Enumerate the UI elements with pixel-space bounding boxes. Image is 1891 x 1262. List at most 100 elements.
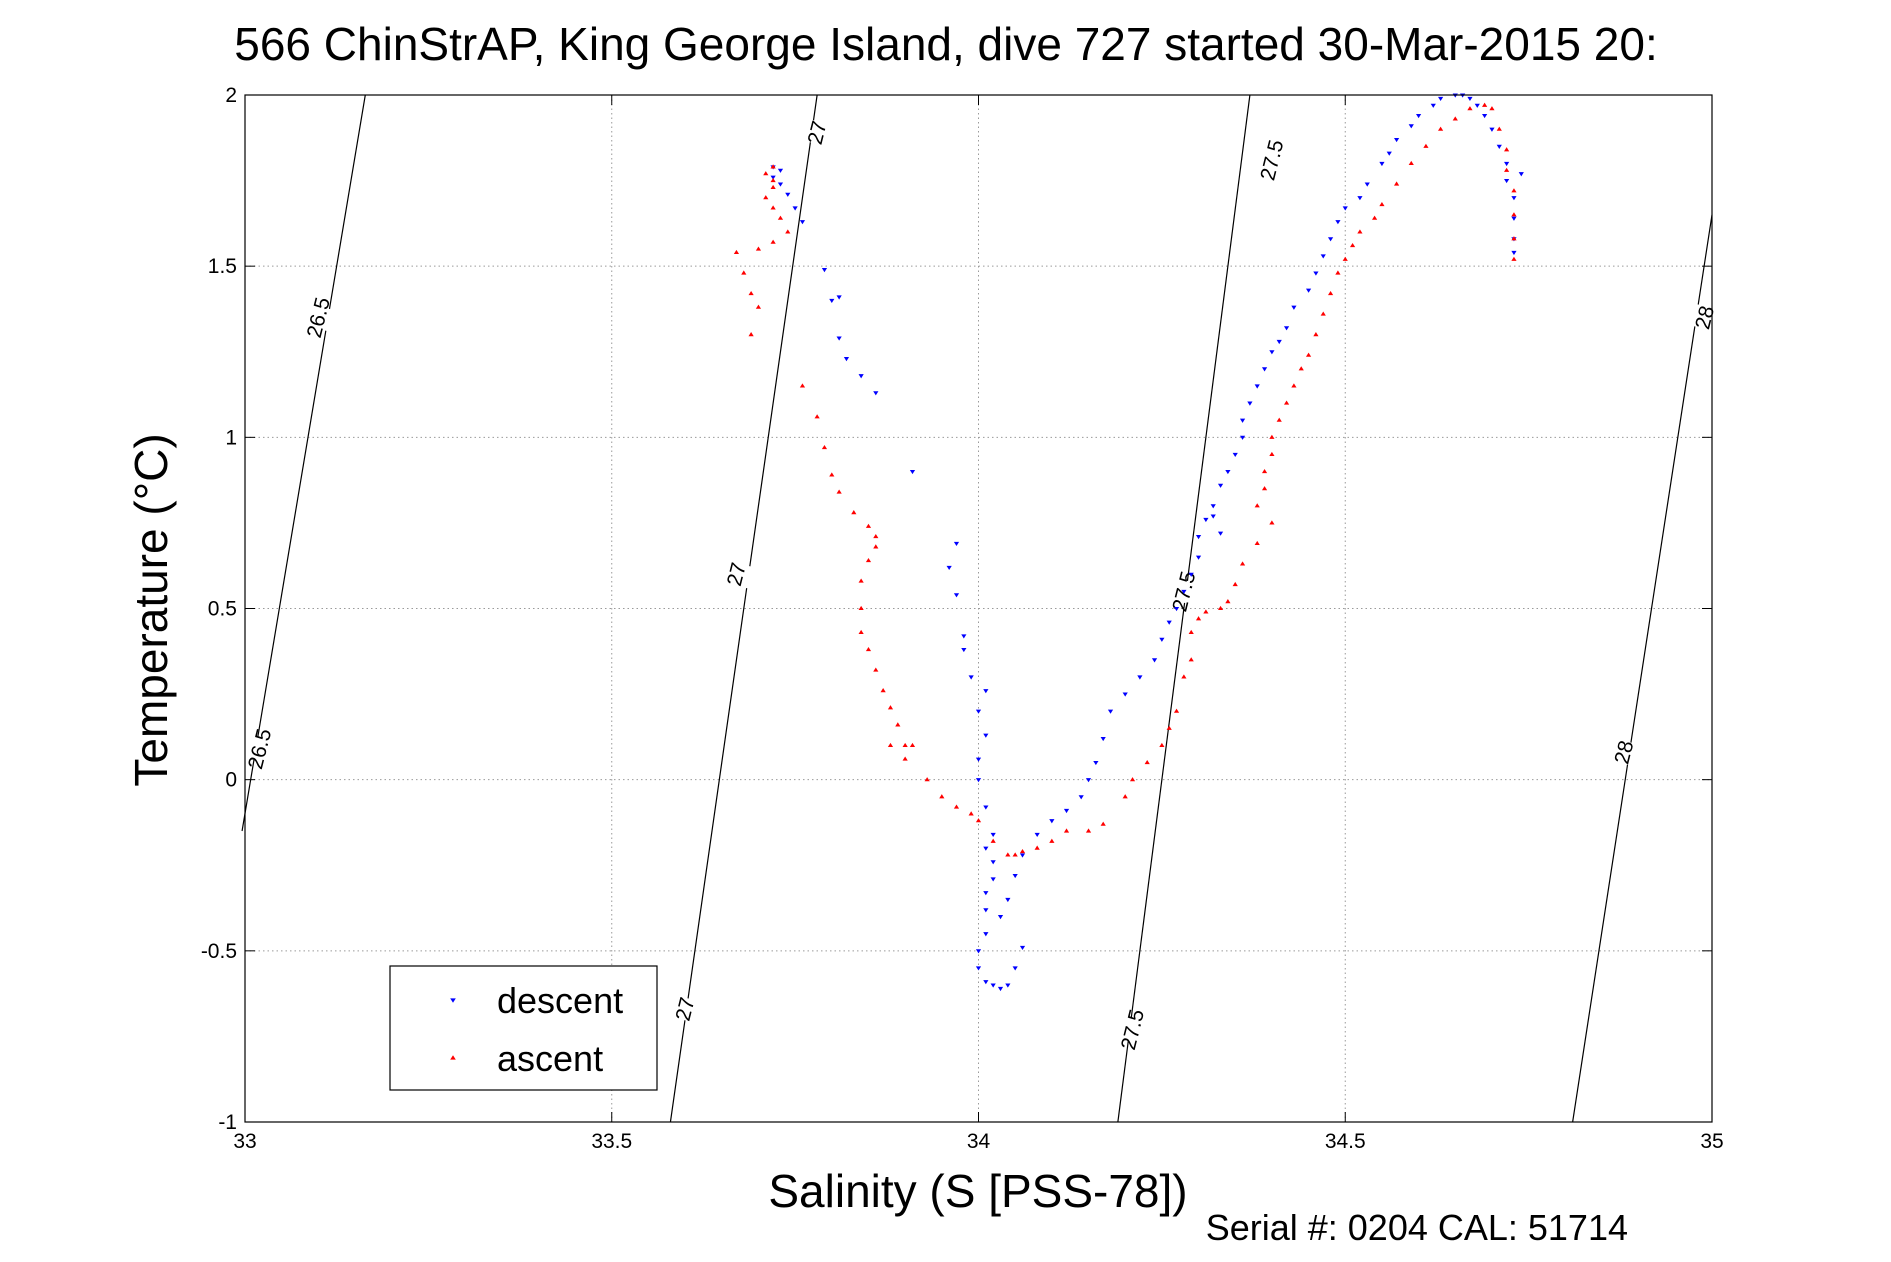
ascent-point (1085, 828, 1092, 833)
descent-point (777, 168, 784, 173)
ascent-point (799, 383, 806, 388)
ascent-point (770, 205, 776, 210)
ascent-point (1122, 794, 1128, 799)
isopycnal-label-bg (1245, 143, 1298, 177)
ascent-point (1504, 147, 1510, 152)
ascent-point (1438, 126, 1444, 131)
ascent-point (1511, 256, 1517, 261)
ascent-point (975, 818, 982, 823)
ascent-point (1408, 160, 1414, 166)
chart-title: 566 ChinStrAP, King George Island, dive … (234, 18, 1657, 70)
legend-label-descent: descent (497, 980, 623, 1021)
ascent-point (1276, 417, 1282, 422)
ascent-point (1034, 845, 1040, 850)
isopycnal-label-bg (233, 732, 286, 766)
ascent-point (990, 838, 996, 843)
ascent-point (865, 557, 872, 563)
descent-point (953, 541, 960, 547)
isopycnal-label: 27 (723, 560, 751, 588)
descent-point (1151, 658, 1158, 663)
ascent-point (887, 742, 894, 747)
descent-point (1195, 555, 1202, 560)
ascent-point (909, 742, 916, 747)
isopycnal-label-bg (1598, 735, 1650, 769)
descent-point (1063, 808, 1070, 814)
ascent-point (777, 215, 784, 220)
descent-point (1181, 589, 1187, 594)
descent-point (946, 565, 952, 571)
descent-point (953, 593, 960, 598)
ascent-point (1452, 116, 1458, 121)
descent-point (983, 689, 989, 694)
ascent-point (1305, 352, 1312, 357)
descent-point (1217, 483, 1224, 488)
ascent-point (1313, 332, 1319, 337)
isopycnal-label-bg (1678, 301, 1731, 334)
descent-point (975, 757, 982, 762)
descent-point (1085, 778, 1092, 783)
serial-cal-note: Serial #: 0204 CAL: 51714 (1206, 1207, 1628, 1248)
descent-point (1489, 127, 1495, 132)
descent-point (1335, 220, 1341, 225)
descent-point (1511, 250, 1517, 256)
ascent-point (1335, 270, 1341, 275)
isopycnal-label: 28 (1610, 738, 1638, 766)
ascent-point (1423, 143, 1429, 148)
descent-point (1034, 832, 1040, 838)
ascent-point (1217, 605, 1224, 611)
descent-point (1195, 535, 1202, 540)
ascent-point (1005, 852, 1011, 857)
descent-point (983, 733, 989, 738)
ascent-point (748, 332, 754, 337)
ascent-point (1239, 561, 1246, 566)
ascent-point (748, 290, 754, 296)
descent-point (1327, 237, 1334, 242)
descent-point (1438, 96, 1444, 102)
x-tick-label: 35 (1700, 1130, 1723, 1153)
ascent-point (1511, 188, 1517, 193)
descent-point (983, 980, 989, 985)
ascent-point (785, 229, 791, 234)
descent-point (1269, 350, 1275, 355)
ascent-point (1012, 852, 1018, 857)
isopycnal-line-28 (1572, 214, 1713, 1123)
legend-marker-descent (450, 998, 456, 1003)
descent-point (1386, 151, 1392, 156)
ascent-point (1467, 106, 1473, 111)
ascent-point (865, 646, 872, 652)
descent-point (1430, 103, 1436, 108)
descent-point (983, 908, 989, 913)
ascent-point (814, 414, 820, 419)
legend-box (389, 965, 658, 1091)
isopycnal-label-bg (1106, 1013, 1159, 1047)
ascent-point (836, 489, 842, 494)
y-tick-label: 0 (225, 769, 237, 792)
descent-point (1474, 103, 1480, 108)
ascent-point (873, 544, 879, 549)
x-tick-label: 34 (967, 1130, 991, 1153)
isopycnal-label-bg (659, 992, 712, 1026)
ascent-point (1298, 366, 1304, 371)
descent-point (983, 805, 989, 810)
x-tick-label: 33 (233, 1130, 256, 1153)
descent-point (1159, 637, 1165, 642)
ascent-point (873, 667, 879, 672)
ascent-point (1181, 674, 1187, 679)
isopycnal-label: 27 (804, 119, 832, 147)
descent-point (1188, 572, 1194, 577)
ascent-point (755, 304, 762, 309)
ascent-point (1188, 629, 1194, 635)
descent-point (829, 298, 835, 303)
ascent-point (1291, 383, 1297, 388)
descent-point (1305, 288, 1312, 293)
descent-point (1049, 819, 1055, 824)
descent-point (1291, 305, 1297, 310)
ascent-point (763, 171, 769, 176)
isopycnal-label: 28 (1691, 304, 1719, 332)
ascent-point (770, 239, 776, 244)
ascent-point (1100, 821, 1106, 826)
descent-point (1254, 384, 1260, 389)
descent-point (1247, 401, 1253, 406)
ascent-point (1283, 400, 1290, 405)
descent-point (990, 983, 996, 988)
